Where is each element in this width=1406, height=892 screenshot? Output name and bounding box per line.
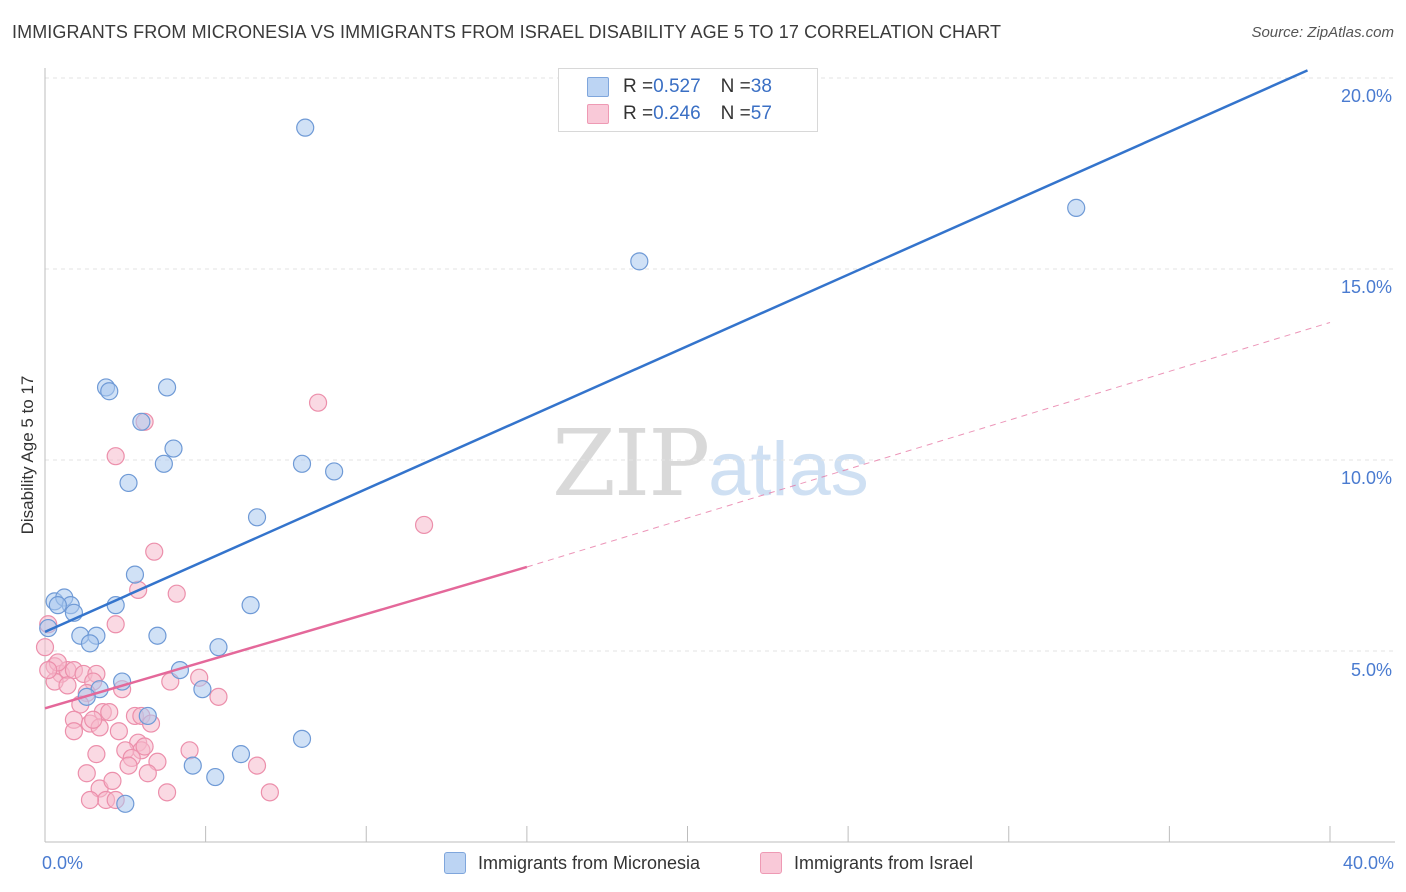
- data-point-micronesia: [100, 382, 119, 401]
- data-point-micronesia: [80, 634, 100, 653]
- data-point-micronesia: [116, 794, 135, 813]
- data-point-micronesia: [231, 745, 251, 764]
- data-point-micronesia: [132, 412, 151, 431]
- data-point-micronesia: [292, 454, 312, 473]
- data-point-israel: [308, 393, 328, 412]
- data-point-micronesia: [125, 565, 145, 584]
- data-point-micronesia: [292, 729, 312, 748]
- bottom-legend-micronesia: Immigrants from Micronesia: [444, 852, 700, 874]
- data-point-micronesia: [148, 626, 167, 645]
- data-point-israel: [209, 687, 228, 706]
- data-point-israel: [103, 771, 122, 790]
- legend-n-label: N =: [720, 103, 751, 124]
- legend-swatch-micronesia: [587, 77, 609, 97]
- data-point-micronesia: [119, 473, 138, 493]
- data-point-israel: [35, 638, 55, 657]
- trendline-israel: [44, 565, 528, 710]
- data-point-israel: [80, 790, 100, 810]
- y-tick-label-5: 5.0%: [1350, 660, 1392, 680]
- legend-n-label: N =: [720, 76, 751, 97]
- data-point-israel: [106, 615, 125, 634]
- data-point-micronesia: [48, 596, 67, 615]
- data-point-israel: [157, 783, 177, 802]
- data-point-israel: [109, 722, 128, 741]
- data-point-israel: [247, 756, 267, 775]
- y-tick-label-15: 15.0%: [1340, 277, 1392, 297]
- bottom-legend-swatch-micronesia: [444, 852, 466, 874]
- correlation-legend: R = 0.527 N = 38 R = 0.246 N = 57: [558, 68, 818, 132]
- data-point-israel: [167, 584, 186, 603]
- data-point-israel: [135, 737, 154, 756]
- data-point-micronesia: [630, 252, 649, 271]
- data-point-israel: [77, 764, 96, 783]
- legend-n-value: 38: [750, 76, 772, 97]
- data-point-israel: [39, 660, 58, 680]
- data-point-israel: [84, 710, 103, 729]
- chart-title: IMMIGRANTS FROM MICRONESIA VS IMMIGRANTS…: [12, 22, 1002, 42]
- data-point-israel: [100, 703, 119, 722]
- data-point-micronesia: [138, 706, 157, 726]
- data-point-israel: [58, 676, 77, 695]
- data-point-micronesia: [154, 454, 173, 473]
- data-point-micronesia: [209, 638, 228, 657]
- bottom-legend-label-micronesia: Immigrants from Micronesia: [478, 852, 701, 873]
- data-point-micronesia: [183, 756, 202, 775]
- legend-r-value: 0.246: [653, 103, 701, 124]
- data-point-micronesia: [325, 462, 344, 481]
- y-tick-label-20: 20.0%: [1340, 86, 1392, 106]
- data-point-israel: [180, 741, 199, 760]
- trendline-micronesia: [44, 69, 1309, 634]
- data-point-micronesia: [193, 680, 212, 699]
- data-point-israel: [414, 515, 434, 535]
- data-point-israel: [138, 764, 157, 783]
- legend-n-value: 57: [750, 103, 772, 124]
- bottom-legend-israel: Immigrants from Israel: [760, 852, 973, 874]
- source-credit: Source: ZipAtlas.com: [1251, 24, 1394, 41]
- legend-row-micronesia: R = 0.527 N = 38: [587, 74, 772, 100]
- data-point-micronesia: [157, 378, 177, 397]
- x-tick-label-max: 40.0%: [1342, 853, 1394, 873]
- legend-r-label: R =: [623, 76, 654, 97]
- data-point-micronesia: [296, 118, 315, 137]
- legend-r-value: 0.527: [653, 76, 701, 97]
- data-point-micronesia: [164, 439, 183, 458]
- legend-row-israel: R = 0.246 N = 57: [587, 101, 772, 127]
- legend-swatch-israel: [587, 104, 609, 124]
- data-point-micronesia: [1067, 198, 1086, 217]
- data-point-israel: [64, 722, 84, 741]
- data-point-micronesia: [241, 596, 260, 615]
- data-point-israel: [119, 756, 138, 775]
- data-point-israel: [145, 542, 164, 561]
- data-point-micronesia: [206, 767, 225, 787]
- data-point-israel: [260, 783, 279, 802]
- bottom-legend-swatch-israel: [760, 852, 782, 874]
- trendline-israel-extension: [526, 322, 1331, 568]
- bottom-legend-label-israel: Immigrants from Israel: [794, 852, 974, 873]
- data-point-micronesia: [247, 508, 267, 527]
- x-tick-label-min: 0.0%: [42, 853, 84, 873]
- data-point-israel: [87, 745, 106, 764]
- y-tick-label-10: 10.0%: [1340, 468, 1392, 488]
- legend-r-label: R =: [623, 103, 654, 124]
- data-point-israel: [106, 447, 125, 466]
- data-point-micronesia: [39, 618, 58, 638]
